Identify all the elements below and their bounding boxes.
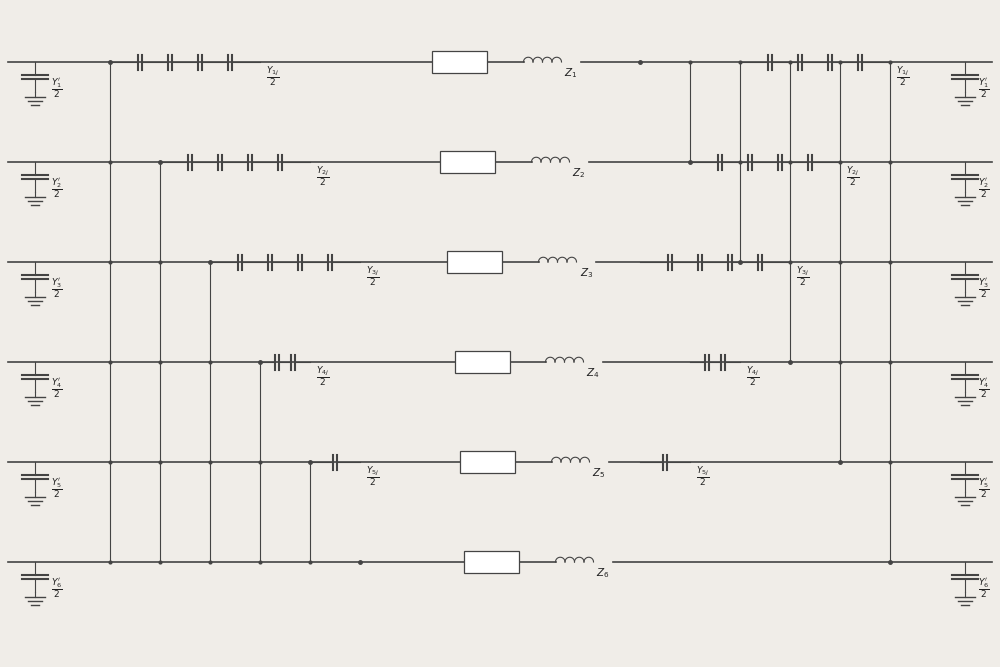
Text: $\dfrac{Y_{5}'}{2}$: $\dfrac{Y_{5}'}{2}$ [51,476,63,500]
Text: $\dfrac{Y_{5j}}{2}$: $\dfrac{Y_{5j}}{2}$ [366,464,380,488]
Text: $\dfrac{Y_{4}'}{2}$: $\dfrac{Y_{4}'}{2}$ [978,376,990,400]
Text: $\dfrac{Y_{4j}}{2}$: $\dfrac{Y_{4j}}{2}$ [316,364,330,388]
Text: $\dfrac{Y_{1}'}{2}$: $\dfrac{Y_{1}'}{2}$ [978,76,990,99]
Bar [454,351,510,373]
Text: $\dfrac{Y_{4j}}{2}$: $\dfrac{Y_{4j}}{2}$ [746,364,760,388]
Text: $\dfrac{Y_{6}'}{2}$: $\dfrac{Y_{6}'}{2}$ [978,576,990,600]
Bar [447,251,502,273]
Text: $\dfrac{Y_{2}'}{2}$: $\dfrac{Y_{2}'}{2}$ [978,176,990,199]
Bar [464,551,519,573]
Text: $\dfrac{Y_{2j}}{2}$: $\dfrac{Y_{2j}}{2}$ [846,164,860,188]
Text: $\dfrac{Y_{1j}}{2}$: $\dfrac{Y_{1j}}{2}$ [266,64,280,88]
Text: $\dfrac{Y_{3j}}{2}$: $\dfrac{Y_{3j}}{2}$ [796,264,810,288]
Text: $\dfrac{Y_{1j}}{2}$: $\dfrac{Y_{1j}}{2}$ [896,64,910,88]
Text: $\dfrac{Y_{3j}}{2}$: $\dfrac{Y_{3j}}{2}$ [366,264,380,288]
Text: $Z_{5}$: $Z_{5}$ [592,466,606,480]
Text: $\dfrac{Y_{1}'}{2}$: $\dfrac{Y_{1}'}{2}$ [51,76,63,99]
Text: $Z_{6}$: $Z_{6}$ [596,566,610,580]
Text: $\dfrac{Y_{5j}}{2}$: $\dfrac{Y_{5j}}{2}$ [696,464,710,488]
Text: $\dfrac{Y_{5}'}{2}$: $\dfrac{Y_{5}'}{2}$ [978,476,990,500]
Text: $Z_{3}$: $Z_{3}$ [580,266,593,280]
Text: $\dfrac{Y_{6}'}{2}$: $\dfrac{Y_{6}'}{2}$ [51,576,63,600]
Text: $\dfrac{Y_{4}'}{2}$: $\dfrac{Y_{4}'}{2}$ [51,376,63,400]
Text: $Z_{4}$: $Z_{4}$ [586,366,600,380]
Text: $\dfrac{Y_{3}'}{2}$: $\dfrac{Y_{3}'}{2}$ [978,276,990,299]
Text: $\dfrac{Y_{2j}}{2}$: $\dfrac{Y_{2j}}{2}$ [316,164,330,188]
Bar [440,151,495,173]
Bar [432,51,487,73]
Text: $\dfrac{Y_{3}'}{2}$: $\dfrac{Y_{3}'}{2}$ [51,276,63,299]
Text: $\dfrac{Y_{2}'}{2}$: $\dfrac{Y_{2}'}{2}$ [51,176,63,199]
Text: $Z_{2}$: $Z_{2}$ [572,166,586,180]
Bar [460,451,515,473]
Text: $Z_{1}$: $Z_{1}$ [564,66,578,80]
